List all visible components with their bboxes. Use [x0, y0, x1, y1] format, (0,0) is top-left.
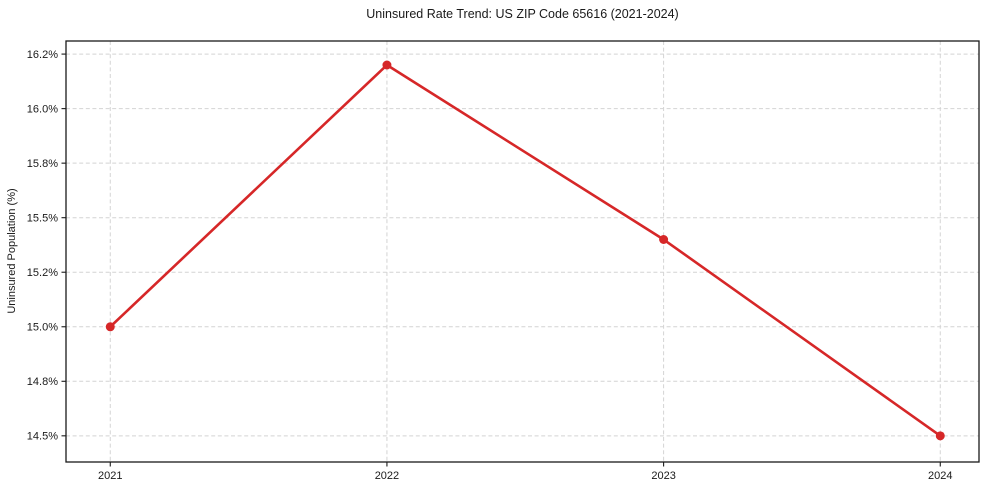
x-tick-label: 2023	[651, 470, 675, 482]
x-axis: 2021 2022 2023 2024	[98, 462, 953, 482]
y-tick-label: 16.2%	[27, 49, 58, 61]
y-axis: 14.5% 14.8% 15.0% 15.2% 15.5% 15.8% 16.0% 16.2%	[27, 49, 66, 443]
plot-border	[65, 40, 980, 463]
series-line	[108, 63, 942, 438]
x-tick-label: 2024	[928, 470, 952, 482]
y-tick-label: 15.0%	[27, 322, 58, 334]
y-tick-label: 15.5%	[27, 212, 58, 224]
y-tick-label: 15.2%	[27, 267, 58, 279]
y-axis-label: Uninsured Population (%)	[6, 188, 18, 314]
gridlines	[66, 41, 979, 462]
y-tick-label: 14.5%	[27, 431, 58, 443]
x-tick-label: 2022	[375, 470, 399, 482]
data-point-marker	[935, 431, 945, 441]
data-point-marker	[105, 322, 115, 332]
y-tick-label: 16.0%	[27, 103, 58, 115]
y-tick-label: 14.8%	[27, 376, 58, 388]
data-point-marker	[382, 60, 392, 70]
chart-title: Uninsured Rate Trend: US ZIP Code 65616 …	[366, 7, 679, 21]
y-tick-label: 15.8%	[27, 158, 58, 170]
x-tick-label: 2021	[98, 470, 122, 482]
data-point-marker	[659, 235, 669, 245]
